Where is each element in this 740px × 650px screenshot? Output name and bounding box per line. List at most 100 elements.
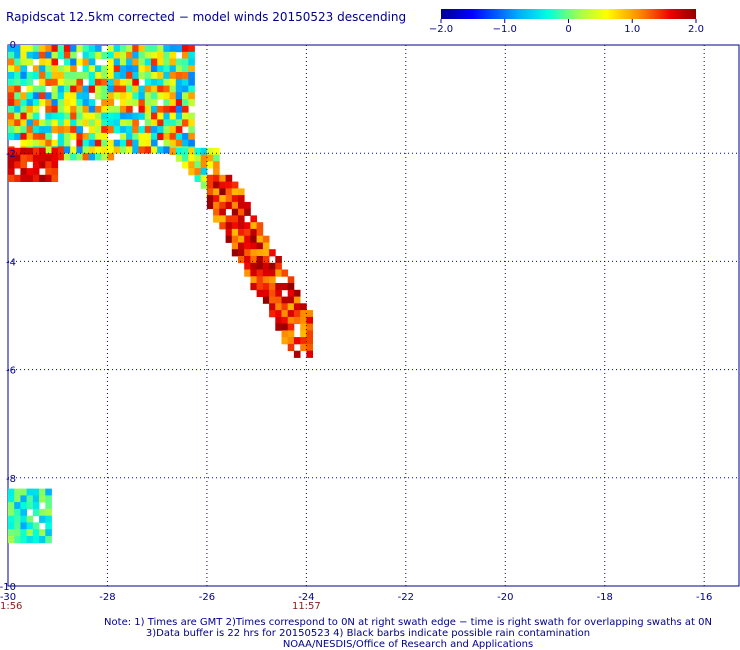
data-cell — [70, 85, 77, 93]
data-cell — [175, 132, 183, 141]
data-cell — [151, 51, 158, 59]
data-cell — [88, 112, 96, 120]
data-cell — [20, 126, 27, 134]
data-cell — [63, 51, 71, 59]
data-cell — [151, 126, 158, 134]
data-cell — [163, 99, 170, 107]
note-line-3: NOAA/NESDIS/Office of Research and Appli… — [283, 639, 533, 650]
data-cell — [144, 51, 152, 59]
data-cell — [157, 72, 164, 80]
colorbar — [441, 9, 696, 19]
data-cell — [88, 139, 96, 147]
data-cell — [250, 215, 257, 223]
data-cell — [231, 249, 239, 257]
data-cell — [132, 65, 139, 73]
data-cell — [76, 139, 83, 147]
data-cell — [157, 85, 164, 93]
data-cell — [287, 330, 295, 338]
data-cell — [26, 515, 34, 523]
data-cell — [250, 262, 257, 270]
data-cell — [281, 269, 289, 277]
data-cell — [206, 161, 214, 169]
data-cell — [14, 112, 21, 120]
data-cell — [238, 195, 245, 203]
data-cell — [101, 65, 108, 73]
data-cell — [231, 222, 239, 230]
data-cell — [213, 181, 220, 189]
data-cell — [138, 112, 146, 120]
y-tick-label: -10 — [0, 582, 16, 593]
data-cell — [281, 296, 289, 304]
colorbar-ticks: −2.0 −1.0 0 1.0 2.0 — [429, 19, 704, 35]
data-cell — [256, 289, 264, 297]
data-cell — [32, 132, 40, 141]
data-cell — [275, 316, 282, 325]
data-cell — [14, 99, 21, 107]
data-cell — [219, 195, 226, 203]
data-cell — [287, 323, 295, 331]
data-cell — [57, 112, 65, 120]
data-cell — [188, 161, 195, 169]
data-cell — [144, 78, 152, 86]
data-cell — [107, 126, 115, 134]
data-cell — [76, 72, 83, 80]
data-cell — [256, 235, 264, 243]
data-cell — [119, 126, 127, 134]
data-cell — [151, 105, 158, 114]
data-cell — [14, 515, 21, 523]
data-cell — [8, 132, 15, 141]
data-cell — [244, 256, 251, 264]
data-cell — [144, 139, 152, 147]
data-cell — [238, 242, 245, 250]
data-cell — [51, 65, 59, 73]
data-cell — [188, 126, 195, 134]
data-cell — [238, 188, 245, 196]
data-cell — [20, 495, 27, 503]
data-cell — [238, 208, 245, 216]
data-cell — [8, 92, 15, 100]
colorbar-tick-label: 1.0 — [624, 24, 640, 35]
data-cell — [8, 99, 15, 107]
data-cell — [32, 522, 40, 530]
data-cell — [144, 45, 152, 53]
data-cell — [45, 174, 52, 182]
data-cell — [45, 65, 52, 73]
data-cell — [45, 522, 52, 530]
data-cell — [169, 45, 177, 53]
data-cell — [275, 262, 282, 270]
data-cell — [51, 92, 59, 100]
data-cell — [132, 139, 139, 147]
data-cell — [101, 153, 108, 161]
data-cell — [63, 85, 71, 93]
data-cell — [256, 283, 264, 291]
data-cell — [8, 85, 15, 93]
data-cell — [51, 154, 59, 162]
data-cell — [26, 78, 34, 86]
data-cell — [287, 343, 295, 352]
x-tick-label: -28 — [99, 592, 115, 603]
data-cell — [151, 78, 158, 86]
data-cell — [269, 276, 276, 284]
data-cell — [51, 126, 59, 134]
data-cell — [26, 522, 34, 530]
data-cell — [119, 78, 127, 86]
data-cell — [107, 112, 115, 120]
data-cell — [262, 235, 270, 243]
data-cell — [57, 146, 65, 154]
data-cell — [45, 508, 52, 517]
data-cell — [101, 146, 108, 154]
data-cell — [231, 181, 239, 189]
data-cell — [113, 139, 121, 147]
data-cell — [14, 536, 21, 544]
y-tick-label: 0 — [10, 40, 16, 51]
data-cell — [95, 132, 102, 141]
data-cell — [281, 330, 289, 338]
data-cell — [95, 78, 102, 86]
data-cell — [188, 72, 195, 80]
data-cell — [119, 99, 127, 107]
data-cell — [175, 72, 183, 80]
data-cell — [20, 65, 27, 73]
data-cell — [169, 126, 177, 134]
data-cell — [225, 215, 233, 223]
data-cell — [26, 126, 34, 134]
